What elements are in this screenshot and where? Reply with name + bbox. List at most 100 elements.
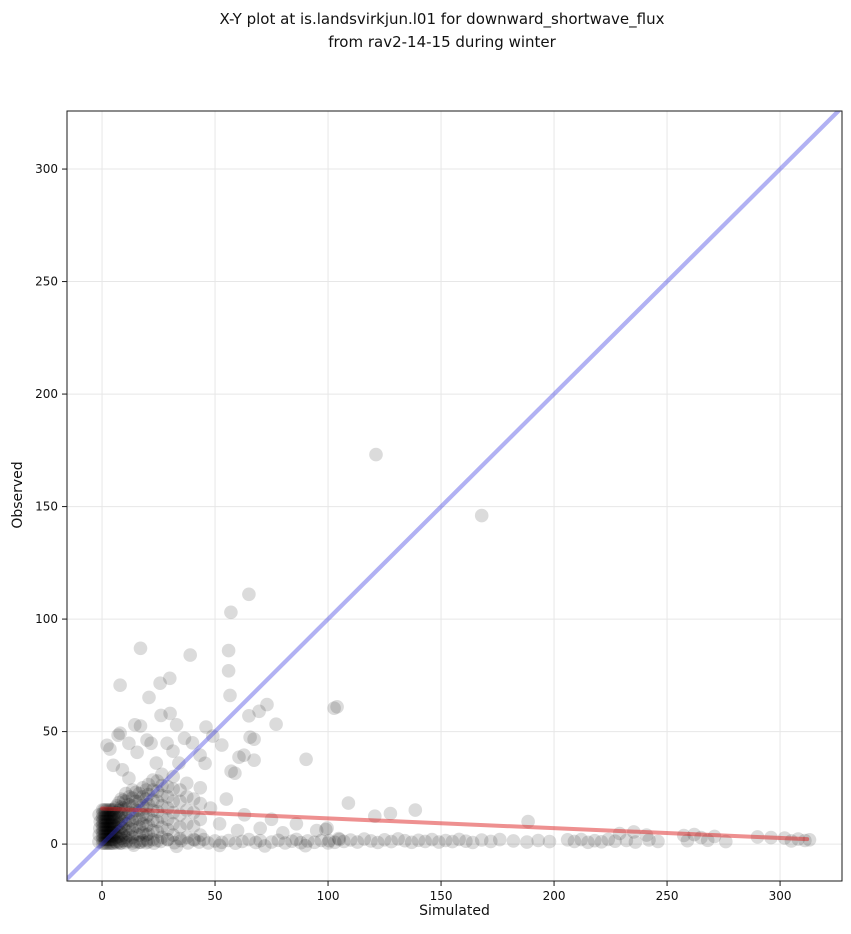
scatter-point [289, 832, 304, 847]
scatter-point [193, 748, 207, 762]
scatter-point [252, 704, 266, 719]
y-tick-label: 100 [35, 612, 58, 626]
scatter-point [119, 786, 133, 801]
scatter-point [140, 733, 154, 747]
scatter-point [150, 794, 165, 809]
scatter-point [106, 822, 121, 836]
scatter-point [129, 819, 143, 833]
scatter-point [100, 818, 114, 832]
scatter-point [278, 836, 292, 850]
scatter-point [493, 832, 507, 847]
scatter-point [116, 793, 131, 807]
scatter-point [129, 835, 143, 849]
scatter-point [129, 794, 143, 809]
scatter-point [146, 813, 160, 828]
scatter-point [612, 826, 627, 841]
scatter-point [155, 788, 169, 803]
scatter-point [154, 834, 168, 849]
scatter-point [112, 823, 126, 838]
scatter-point [321, 836, 335, 850]
scatter-point [108, 835, 122, 849]
scatter-point [135, 781, 150, 795]
y-tick-label: 300 [35, 162, 58, 176]
scatter-point [719, 834, 733, 849]
scatter-point [139, 792, 153, 806]
x-tick-label: 300 [769, 889, 792, 903]
scatter-point [166, 769, 180, 784]
scatter-point [181, 836, 195, 850]
scatter-point [119, 830, 133, 845]
scatter-point [106, 814, 121, 829]
scatter-point [103, 822, 118, 836]
scatter-point [119, 823, 133, 838]
scatter-point [141, 797, 156, 812]
scatter-point [97, 836, 111, 850]
scatter-point [109, 830, 124, 845]
scatter-point [130, 745, 144, 760]
scatter-point [139, 810, 153, 824]
scatter-point [135, 817, 150, 831]
axes-spines [66, 110, 843, 882]
scatter-point [160, 832, 175, 847]
scatter-point [97, 832, 111, 847]
scatter-point [113, 836, 127, 850]
scatter-point [109, 824, 124, 839]
scatter-point [299, 752, 313, 767]
scatter-point [140, 833, 154, 847]
scatter-point [177, 731, 192, 746]
scatter-point [100, 836, 114, 850]
scatter-point [103, 818, 118, 832]
scatter-point [337, 834, 351, 849]
scatter-point [146, 793, 160, 807]
scatter-point [155, 767, 169, 782]
scatter-point [371, 835, 385, 850]
scatter-point [232, 750, 246, 764]
scatter-point [230, 823, 245, 838]
x-tick-label: 0 [98, 889, 106, 903]
chart-title: X-Y plot at is.landsvirkjun.l01 for down… [35, 8, 849, 54]
scatter-point [133, 835, 148, 850]
scatter-point [146, 783, 160, 797]
y-tick-label: 150 [35, 500, 58, 514]
scatter-point [146, 832, 160, 847]
scatter-point [228, 836, 243, 850]
scatter-point [186, 832, 201, 847]
scatter-point [285, 834, 299, 848]
scatter-point [155, 778, 169, 793]
grid-lines [67, 111, 842, 881]
scatter-point [169, 718, 184, 732]
scatter-point [125, 783, 140, 797]
scatter-point [106, 832, 121, 847]
scatter-point [132, 812, 147, 827]
scatter-point [228, 766, 242, 780]
scatter-point [122, 771, 136, 785]
scatter-point [587, 833, 602, 848]
scatter-point [109, 819, 124, 833]
scatter-point [542, 834, 557, 849]
y-tick-label: 0 [50, 837, 58, 851]
scatter-point [160, 812, 175, 827]
scatter-point [120, 833, 134, 848]
scatter-point [97, 814, 111, 829]
scatter-point [269, 717, 283, 731]
scatter-point [132, 794, 147, 809]
scatter-point [221, 643, 236, 658]
scatter-point [105, 825, 119, 840]
scatter-point [128, 718, 142, 732]
scatter-point [98, 818, 113, 832]
scatter-point [601, 832, 616, 847]
scatter-point [330, 700, 344, 714]
scatter-point [119, 810, 133, 824]
plot-border [66, 110, 843, 882]
scatter-point [119, 794, 133, 809]
x-tick-label: 150 [430, 889, 453, 903]
scatter-point [432, 835, 446, 849]
scatter-point [125, 791, 140, 805]
scatter-point [108, 810, 122, 824]
scatter-point [126, 838, 141, 852]
scatter-point [608, 834, 622, 848]
scatter-point [180, 776, 194, 791]
scatter-point [129, 827, 143, 841]
scatter-point [253, 821, 267, 836]
scatter-point [298, 838, 313, 853]
